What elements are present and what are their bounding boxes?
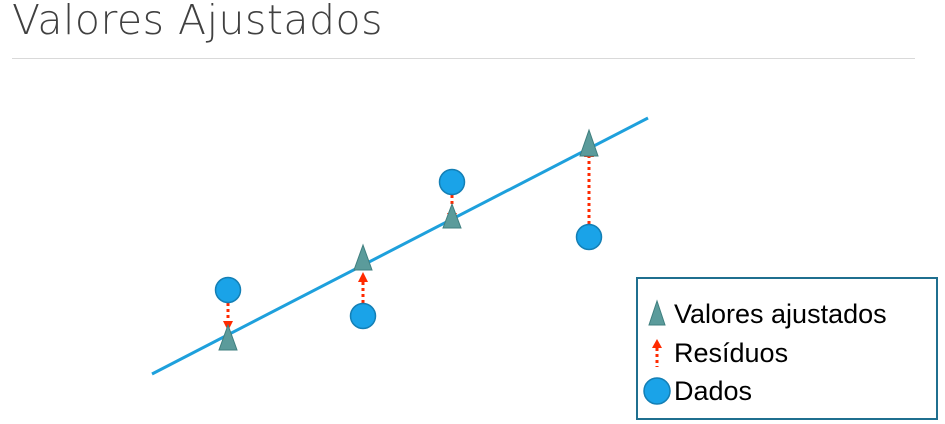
legend-label: Dados [674, 375, 753, 406]
legend-item-fitted: Valores ajustados [638, 296, 887, 332]
regression-line [151, 116, 649, 376]
fitted-value-triangle [442, 202, 462, 229]
data-point-circle [349, 302, 377, 330]
legend-box: Valores ajustados Resíduos Dados [636, 277, 938, 420]
data-point-circle [214, 276, 242, 304]
legend-label: Valores ajustados [674, 298, 887, 329]
page-title: Valores Ajustados [12, 0, 383, 44]
title-underline [12, 58, 915, 59]
fitted-value-triangle [353, 243, 373, 271]
dotted-arrow-icon [638, 335, 674, 371]
legend-item-residuals: Resíduos [638, 335, 788, 371]
fitted-value-triangle [579, 128, 599, 157]
data-point-circle [438, 168, 466, 196]
legend-item-data: Dados [638, 373, 752, 409]
triangle-icon [638, 296, 674, 332]
fitted-value-triangle [218, 323, 238, 351]
data-point-circle [575, 223, 603, 251]
legend-label: Resíduos [674, 337, 789, 368]
circle-icon [638, 373, 674, 409]
